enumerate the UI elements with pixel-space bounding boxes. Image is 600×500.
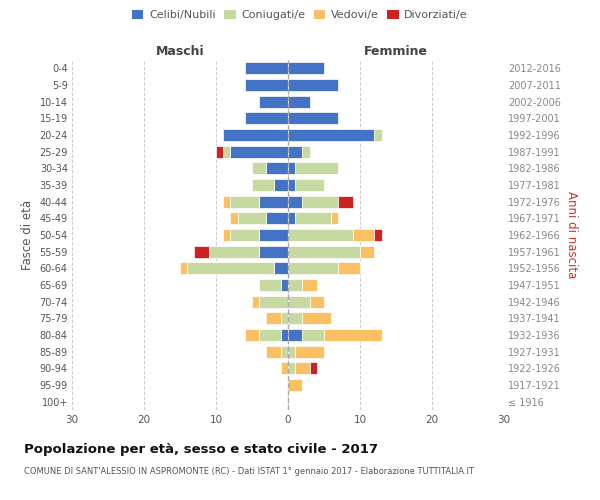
Y-axis label: Anni di nascita: Anni di nascita <box>565 192 578 278</box>
Bar <box>288 96 310 108</box>
Bar <box>295 346 324 358</box>
Bar <box>353 229 374 241</box>
Bar <box>288 296 310 308</box>
Bar <box>302 279 317 291</box>
Bar <box>374 129 382 141</box>
Bar <box>245 112 288 124</box>
Bar <box>266 346 281 358</box>
Bar <box>310 296 324 308</box>
Bar <box>274 179 288 191</box>
Bar <box>288 279 302 291</box>
Bar <box>230 196 259 207</box>
Bar <box>266 162 288 174</box>
Bar <box>259 296 288 308</box>
Bar <box>230 146 288 158</box>
Bar <box>259 196 288 207</box>
Bar <box>288 212 295 224</box>
Bar <box>288 312 302 324</box>
Bar <box>310 362 317 374</box>
Bar <box>187 262 274 274</box>
Bar <box>281 346 288 358</box>
Bar <box>223 229 230 241</box>
Bar <box>302 196 338 207</box>
Y-axis label: Fasce di età: Fasce di età <box>21 200 34 270</box>
Bar <box>288 62 324 74</box>
Bar <box>259 329 281 341</box>
Bar <box>295 179 324 191</box>
Bar <box>374 229 382 241</box>
Bar <box>288 179 295 191</box>
Bar <box>295 362 310 374</box>
Bar <box>259 279 281 291</box>
Text: Femmine: Femmine <box>364 44 428 58</box>
Bar <box>194 246 209 258</box>
Bar <box>295 162 338 174</box>
Bar <box>331 212 338 224</box>
Bar <box>288 79 338 91</box>
Bar <box>302 312 331 324</box>
Bar <box>288 162 295 174</box>
Bar <box>259 229 288 241</box>
Bar <box>302 146 310 158</box>
Bar <box>209 246 259 258</box>
Bar <box>245 329 259 341</box>
Bar <box>288 146 302 158</box>
Bar <box>302 329 324 341</box>
Legend: Celibi/Nubili, Coniugati/e, Vedovi/e, Divorziati/e: Celibi/Nubili, Coniugati/e, Vedovi/e, Di… <box>128 6 472 25</box>
Bar <box>266 212 288 224</box>
Text: COMUNE DI SANT'ALESSIO IN ASPROMONTE (RC) - Dati ISTAT 1° gennaio 2017 - Elabora: COMUNE DI SANT'ALESSIO IN ASPROMONTE (RC… <box>24 468 474 476</box>
Bar <box>238 212 266 224</box>
Text: Popolazione per età, sesso e stato civile - 2017: Popolazione per età, sesso e stato civil… <box>24 442 378 456</box>
Bar <box>266 312 281 324</box>
Bar <box>216 146 223 158</box>
Bar <box>223 129 288 141</box>
Bar <box>288 112 338 124</box>
Bar <box>360 246 374 258</box>
Bar <box>288 246 360 258</box>
Bar <box>281 362 288 374</box>
Bar <box>180 262 187 274</box>
Bar <box>252 179 274 191</box>
Bar <box>288 129 374 141</box>
Bar <box>288 329 302 341</box>
Bar <box>252 296 259 308</box>
Bar <box>274 262 288 274</box>
Bar <box>288 196 302 207</box>
Bar <box>288 229 353 241</box>
Bar <box>252 162 266 174</box>
Bar <box>288 379 302 391</box>
Bar <box>281 329 288 341</box>
Bar <box>230 229 259 241</box>
Bar <box>245 79 288 91</box>
Bar <box>295 212 331 224</box>
Bar <box>230 212 238 224</box>
Bar <box>223 146 230 158</box>
Bar <box>259 96 288 108</box>
Bar <box>338 196 353 207</box>
Bar <box>281 279 288 291</box>
Bar <box>223 196 230 207</box>
Bar <box>288 346 295 358</box>
Bar <box>259 246 288 258</box>
Bar <box>324 329 382 341</box>
Bar <box>288 262 338 274</box>
Bar <box>338 262 360 274</box>
Text: Maschi: Maschi <box>155 44 205 58</box>
Bar <box>281 312 288 324</box>
Bar <box>245 62 288 74</box>
Bar <box>288 362 295 374</box>
